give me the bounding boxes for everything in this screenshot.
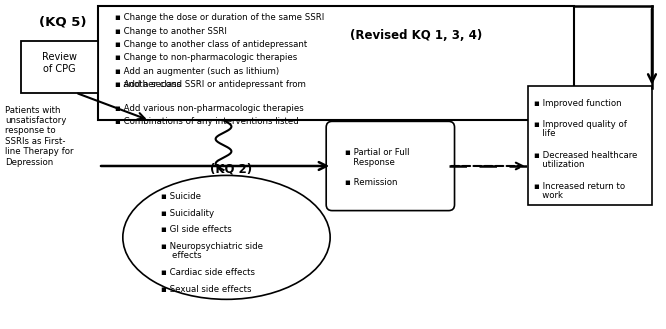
Text: ▪ Change to another class of antidepressant: ▪ Change to another class of antidepress… xyxy=(115,40,307,49)
Text: effects: effects xyxy=(161,251,202,260)
Text: ▪ Improved function: ▪ Improved function xyxy=(535,99,622,108)
Text: ▪ Add a second SSRI or antidepressant from: ▪ Add a second SSRI or antidepressant fr… xyxy=(115,80,306,89)
Text: ▪ Add various non-pharmacologic therapies: ▪ Add various non-pharmacologic therapie… xyxy=(115,104,304,113)
Text: ▪ Add an augmenter (such as lithium): ▪ Add an augmenter (such as lithium) xyxy=(115,67,279,76)
Text: ▪ Increased return to: ▪ Increased return to xyxy=(535,182,625,191)
Text: another class: another class xyxy=(115,80,181,89)
Text: ▪ Decreased healthcare: ▪ Decreased healthcare xyxy=(535,151,638,160)
Text: (KQ 2): (KQ 2) xyxy=(210,162,252,175)
Text: ▪ Combinations of any interventions listed: ▪ Combinations of any interventions list… xyxy=(115,117,298,126)
Text: work: work xyxy=(535,191,563,200)
Text: ▪ Change the dose or duration of the same SSRI: ▪ Change the dose or duration of the sam… xyxy=(115,13,324,22)
Text: ▪ Partial or Full: ▪ Partial or Full xyxy=(345,148,410,157)
FancyBboxPatch shape xyxy=(326,121,454,211)
Text: (Revised KQ 1, 3, 4): (Revised KQ 1, 3, 4) xyxy=(350,29,482,42)
Text: ▪ Change to non-pharmacologic therapies: ▪ Change to non-pharmacologic therapies xyxy=(115,53,297,63)
Text: (KQ 5): (KQ 5) xyxy=(39,15,87,28)
Text: ▪ Remission: ▪ Remission xyxy=(345,178,398,187)
Text: ▪ Neuropsychiatric side: ▪ Neuropsychiatric side xyxy=(161,242,263,251)
Bar xyxy=(98,6,574,120)
Text: ▪ Change to another SSRI: ▪ Change to another SSRI xyxy=(115,27,227,36)
Text: ▪ GI side effects: ▪ GI side effects xyxy=(161,225,232,235)
Text: ▪ Suicidality: ▪ Suicidality xyxy=(161,209,214,217)
Text: life: life xyxy=(535,129,556,138)
Text: ▪ Improved quality of: ▪ Improved quality of xyxy=(535,120,627,129)
Bar xyxy=(527,86,652,205)
Text: ▪ Cardiac side effects: ▪ Cardiac side effects xyxy=(161,268,255,277)
Text: Response: Response xyxy=(345,158,395,167)
Ellipse shape xyxy=(123,175,330,299)
Text: utilization: utilization xyxy=(535,160,585,169)
Text: ▪ Suicide: ▪ Suicide xyxy=(161,192,201,201)
Bar xyxy=(21,41,98,92)
Text: Patients with
unsatisfactory
response to
SSRIs as First-
line Therapy for
Depres: Patients with unsatisfactory response to… xyxy=(5,106,74,166)
Text: Review
of CPG: Review of CPG xyxy=(42,52,77,74)
Text: ▪ Sexual side effects: ▪ Sexual side effects xyxy=(161,285,252,294)
